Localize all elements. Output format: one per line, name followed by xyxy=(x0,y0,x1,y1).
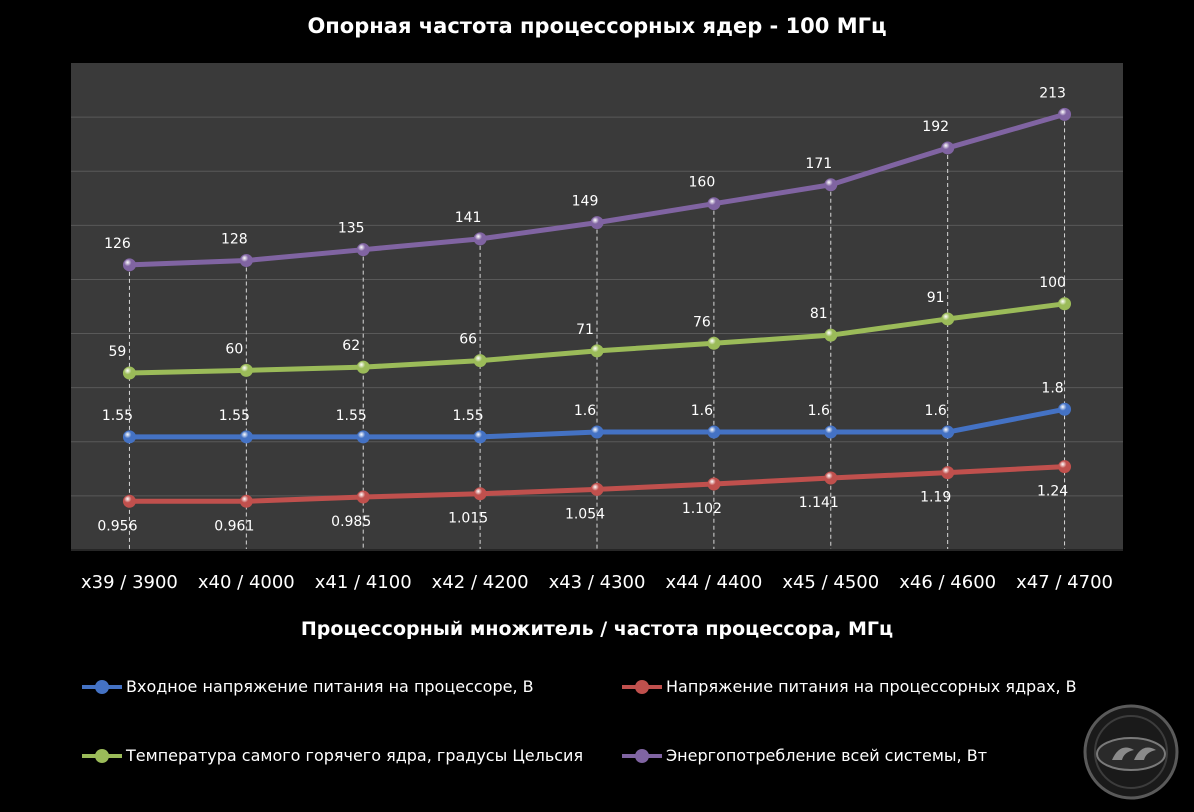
x-tick-label: x41 / 4100 xyxy=(315,572,412,593)
data-label: 71 xyxy=(576,322,594,338)
data-label: 1.55 xyxy=(336,408,367,424)
data-label: 1.24 xyxy=(1037,484,1068,500)
data-point xyxy=(824,178,838,192)
data-point xyxy=(590,425,604,439)
data-label: 1.054 xyxy=(565,506,605,522)
data-point xyxy=(1058,297,1072,311)
data-point xyxy=(707,336,721,350)
data-label: 100 xyxy=(1039,275,1066,291)
data-label: 135 xyxy=(338,221,365,237)
legend-label: Напряжение питания на процессорных ядрах… xyxy=(666,677,1077,696)
data-label: 76 xyxy=(693,314,711,330)
data-label: 62 xyxy=(342,338,360,354)
data-label: 0.985 xyxy=(331,514,371,530)
data-label: 141 xyxy=(455,210,482,226)
data-label: 1.55 xyxy=(453,408,484,424)
data-point xyxy=(707,425,721,439)
data-point xyxy=(824,328,838,342)
data-point xyxy=(239,254,253,268)
data-label: 91 xyxy=(927,290,945,306)
data-point xyxy=(356,243,370,257)
data-point xyxy=(941,425,955,439)
data-point xyxy=(122,366,136,380)
x-tick-label: x45 / 4500 xyxy=(782,572,879,593)
data-label: 81 xyxy=(810,306,828,322)
data-point xyxy=(1058,460,1072,474)
data-point xyxy=(590,216,604,230)
data-label: 171 xyxy=(805,156,832,172)
data-point xyxy=(473,487,487,501)
data-point xyxy=(356,490,370,504)
data-label: 1.6 xyxy=(925,403,947,419)
x-tick-label: x46 / 4600 xyxy=(899,572,996,593)
x-tick-label: x42 / 4200 xyxy=(432,572,529,593)
data-label: 1.6 xyxy=(691,403,713,419)
data-label: 192 xyxy=(922,119,949,135)
legend-swatch-icon xyxy=(622,748,662,764)
legend-swatch-icon xyxy=(82,748,122,764)
data-label: 1.8 xyxy=(1041,380,1063,396)
data-label: 1.6 xyxy=(808,403,830,419)
data-point xyxy=(239,430,253,444)
legend-item-input-voltage: Входное напряжение питания на процессоре… xyxy=(82,677,534,696)
data-label: 160 xyxy=(689,175,716,191)
data-point xyxy=(356,430,370,444)
legend-item-temperature: Температура самого горячего ядра, градус… xyxy=(82,746,583,765)
data-point xyxy=(941,466,955,480)
data-point xyxy=(590,344,604,358)
data-label: 1.55 xyxy=(219,408,250,424)
x-tick-label: x44 / 4400 xyxy=(665,572,762,593)
data-point xyxy=(941,312,955,326)
data-label: 149 xyxy=(572,194,599,210)
legend-label: Входное напряжение питания на процессоре… xyxy=(126,677,534,696)
data-point xyxy=(122,430,136,444)
legend-label: Температура самого горячего ядра, градус… xyxy=(126,746,584,765)
data-point xyxy=(707,477,721,491)
data-label: 1.102 xyxy=(682,501,722,517)
legend-swatch-icon xyxy=(82,679,122,695)
legend-swatch-icon xyxy=(622,679,662,695)
x-tick-label: x47 / 4700 xyxy=(1016,572,1113,593)
data-point xyxy=(473,430,487,444)
data-label: 59 xyxy=(109,344,127,360)
data-point xyxy=(473,354,487,368)
data-label: 213 xyxy=(1039,85,1066,101)
data-label: 0.961 xyxy=(214,518,254,534)
data-point xyxy=(122,494,136,508)
legend-label: Энергопотребление всей системы, Вт xyxy=(666,746,988,765)
data-label: 1.6 xyxy=(574,403,596,419)
data-label: 1.141 xyxy=(799,495,839,511)
data-point xyxy=(707,197,721,211)
data-label: 1.015 xyxy=(448,511,488,527)
data-label: 126 xyxy=(104,236,131,252)
data-point xyxy=(1058,402,1072,416)
data-label: 66 xyxy=(459,332,477,348)
data-label: 1.19 xyxy=(920,490,951,506)
data-label: 0.956 xyxy=(97,518,137,534)
watermark-logo-icon xyxy=(1083,704,1179,800)
data-point xyxy=(824,471,838,485)
legend-item-power: Энергопотребление всей системы, Вт xyxy=(622,746,987,765)
data-point xyxy=(590,482,604,496)
data-label: 60 xyxy=(225,341,243,357)
data-point xyxy=(122,258,136,272)
data-point xyxy=(1058,107,1072,121)
x-tick-label: x40 / 4000 xyxy=(198,572,295,593)
data-point xyxy=(239,494,253,508)
data-point xyxy=(473,232,487,246)
chart-title: Опорная частота процессорных ядер - 100 … xyxy=(307,14,887,38)
data-point xyxy=(941,141,955,155)
x-tick-label: x39 / 3900 xyxy=(81,572,178,593)
legend-item-core-voltage: Напряжение питания на процессорных ядрах… xyxy=(622,677,1077,696)
data-label: 1.55 xyxy=(102,408,133,424)
data-point xyxy=(824,425,838,439)
data-point xyxy=(356,360,370,374)
x-tick-label: x43 / 4300 xyxy=(549,572,646,593)
data-point xyxy=(239,363,253,377)
data-label: 128 xyxy=(221,232,248,248)
x-axis-title: Процессорный множитель / частота процесс… xyxy=(300,618,894,640)
